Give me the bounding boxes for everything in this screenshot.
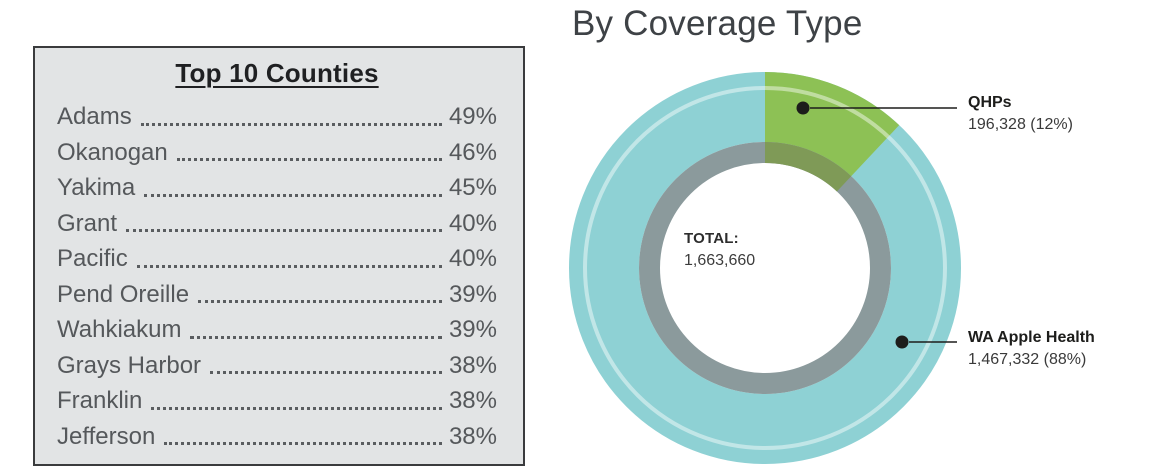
counties-title: Top 10 Counties xyxy=(175,58,379,88)
county-name: Okanogan xyxy=(57,138,168,166)
county-name: Adams xyxy=(57,103,132,130)
qhps-value: 196,328 (12%) xyxy=(968,116,1073,133)
county-percent: 46% xyxy=(448,138,497,166)
donut-total-label: TOTAL: 1,663,660 xyxy=(684,230,755,270)
county-percent: 38% xyxy=(448,422,497,450)
dot-leader xyxy=(190,335,442,339)
qhps-segment xyxy=(764,72,900,177)
dot-leader xyxy=(210,371,442,374)
list-item: Adams 49% xyxy=(57,99,497,135)
county-percent: 45% xyxy=(448,174,497,201)
list-item: Yakima 45% xyxy=(57,170,497,206)
callout-qhps: QHPs 196,328 (12%) xyxy=(968,94,1073,134)
qhps-callout-dot-icon xyxy=(796,101,810,115)
list-item: Grays Harbor 38% xyxy=(57,348,497,384)
list-item: Pend Oreille 39% xyxy=(57,277,497,313)
county-percent: 38% xyxy=(448,351,497,379)
county-name: Yakima xyxy=(57,174,136,201)
county-name: Pend Oreille xyxy=(57,280,190,308)
county-name: Grays Harbor xyxy=(57,351,202,379)
dot-leader xyxy=(176,158,442,161)
dot-leader xyxy=(164,442,442,445)
county-name: Wahkiakum xyxy=(57,316,182,343)
counties-box: Top 10 Counties Adams 49% Okanogan 46% Yakim… xyxy=(33,46,525,466)
county-list: Adams 49% Okanogan 46% Yakima 45% Grant 40% Paci… xyxy=(57,99,497,454)
wa-apple-health-callout-dot-icon xyxy=(895,335,909,349)
list-item: Jefferson 38% xyxy=(57,419,497,455)
county-percent: 38% xyxy=(448,387,497,414)
county-name: Pacific xyxy=(57,245,128,272)
total-caption: TOTAL: xyxy=(684,230,739,247)
county-percent: 49% xyxy=(448,103,497,130)
qhps-inner-ring-overlap xyxy=(764,142,852,192)
county-percent: 39% xyxy=(448,316,497,343)
county-name: Jefferson xyxy=(57,422,156,450)
wa-apple-health-value: 1,467,332 (88%) xyxy=(968,351,1087,368)
callout-wa-apple-health: WA Apple Health 1,467,332 (88%) xyxy=(968,329,1095,369)
total-value: 1,663,660 xyxy=(684,252,756,269)
dot-leader xyxy=(126,229,442,232)
dot-leader xyxy=(198,300,442,303)
county-percent: 40% xyxy=(448,209,497,237)
county-name: Grant xyxy=(57,209,118,237)
dot-leader xyxy=(140,122,442,126)
list-item: Grant 40% xyxy=(57,206,497,242)
chart-title: By Coverage Type xyxy=(572,4,863,43)
list-item: Pacific 40% xyxy=(57,241,497,277)
dot-leader xyxy=(144,193,442,197)
list-item: Okanogan 46% xyxy=(57,135,497,171)
ring-highlight-arc xyxy=(583,86,947,450)
list-item: Wahkiakum 39% xyxy=(57,312,497,348)
county-name: Franklin xyxy=(57,387,143,414)
county-percent: 40% xyxy=(448,245,497,272)
list-item: Franklin 38% xyxy=(57,383,497,419)
county-percent: 39% xyxy=(448,280,497,308)
dot-leader xyxy=(151,406,442,410)
donut-chart xyxy=(569,72,961,464)
dot-leader xyxy=(136,264,442,268)
qhps-label: QHPs xyxy=(968,94,1012,111)
wa-apple-health-label: WA Apple Health xyxy=(968,329,1095,346)
